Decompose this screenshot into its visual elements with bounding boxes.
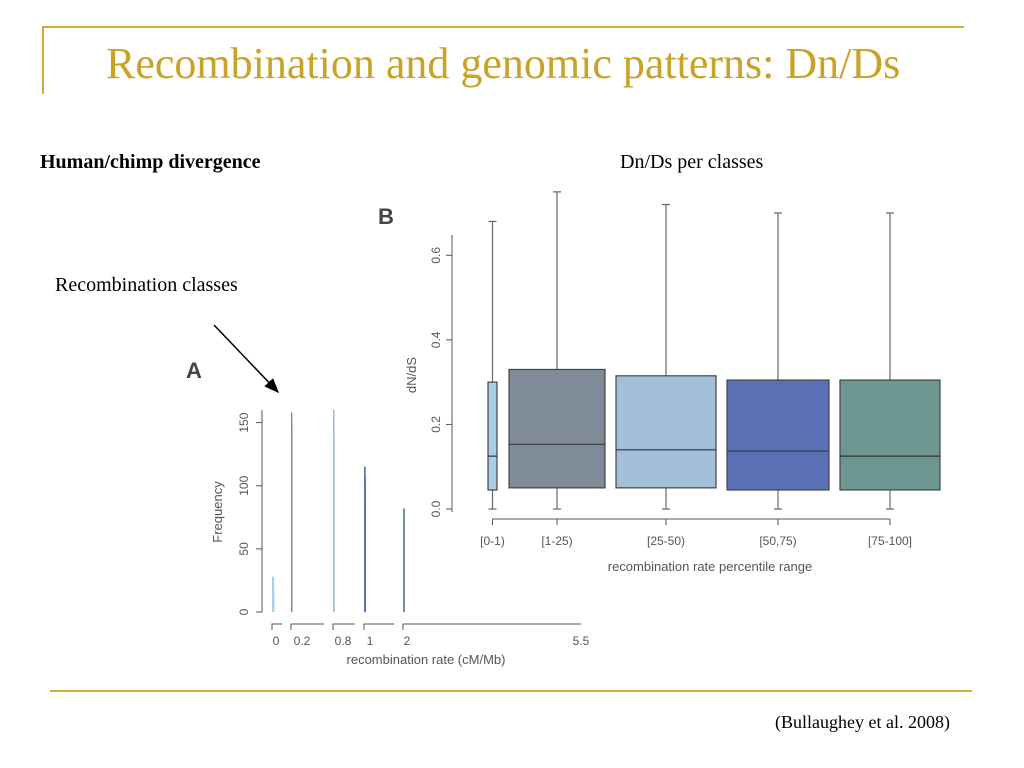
box-x-tick-label: [0-1) [480,534,505,548]
hist-x-tick-label: 0.2 [294,634,311,648]
hist-y-ticks: 0 50 100 150 [237,412,262,615]
hist-y-tick-label: 0 [237,608,251,615]
box-y-tick-label: 0.2 [429,416,443,433]
hist-x-tick-label: 2 [404,634,411,648]
box-plot-group [615,203,717,510]
class-bracket [290,623,324,630]
box-iqr [839,379,941,491]
box-y-tick-label: 0.0 [429,500,443,517]
hist-y-tick-label: 150 [237,412,251,432]
panel-a-label: A [186,358,202,383]
box-plot-boxes [487,191,941,510]
box-plot-group [508,191,606,510]
histogram-bar [364,556,366,612]
slide-title: Recombination and genomic patterns: Dn/D… [106,39,901,88]
box-iqr [615,375,717,489]
hist-x-axis-label: recombination rate (cM/Mb) [347,652,506,667]
panel-b-label: B [378,204,394,229]
left-heading: Human/chimp divergence [40,151,261,173]
histogram-bar [333,492,335,612]
box-plot-group [839,212,941,510]
hist-x-tick-label: 0.8 [335,634,352,648]
box-iqr [726,379,830,491]
box-iqr [508,368,606,489]
box-x-tick-label: [75-100] [868,534,912,548]
class-bracket [363,623,394,630]
hist-x-tick-label: 0 [273,634,280,648]
hist-x-tick-label: 5.5 [573,634,590,648]
boxplot-panel: B 0.00.20.40.6 dN/dS [0-1) [1-25) [25-50)[… [378,191,941,574]
frame-bottom-line [50,690,972,692]
callout-label: Recombination classes [55,274,238,296]
box-x-tick-label: [1-25) [541,534,572,548]
box-x-tick-label: [50,75) [759,534,796,548]
frame-left-line [42,26,44,94]
hist-y-tick-label: 100 [237,475,251,495]
hist-x-tick-labels: 0 0.2 0.8 1 2 5.5 [273,634,590,648]
hist-y-axis-label: Frequency [210,481,225,543]
box-y-tick-label: 0.4 [429,331,443,348]
box-plot-group [726,212,830,510]
histogram-panel: A 0 50 100 150 Frequency 0 0.2 0.8 1 2 5.5 recom… [186,358,590,667]
hist-bars [272,410,405,612]
histogram-bar [272,589,275,612]
right-heading: Dn/Ds per classes [620,151,764,173]
box-x-tick-label: [25-50) [647,534,685,548]
class-bracket [271,623,282,630]
box-plot-group [487,220,498,510]
frame-top-line [44,26,964,28]
box-x-axis-label: recombination rate percentile range [608,559,813,574]
box-x-tick-labels: [0-1) [1-25) [25-50) [50,75) [75-100] [480,518,912,548]
class-bracket [402,623,581,630]
box-y-ticks: 0.0 0.2 0.4 0.6 [429,247,452,517]
box-y-axis-label: dN/dS [404,357,419,393]
hist-y-tick-label: 50 [237,542,251,556]
histogram-bar [291,435,293,612]
citation: (Bullaughey et al. 2008) [775,712,950,732]
callout-arrow [213,324,280,394]
hist-x-tick-label: 1 [367,634,374,648]
box-y-tick-label: 0.6 [429,247,443,264]
class-bracket [332,623,355,630]
histogram-bar [403,609,405,612]
box-iqr [487,381,498,491]
hist-class-brackets [271,623,581,630]
